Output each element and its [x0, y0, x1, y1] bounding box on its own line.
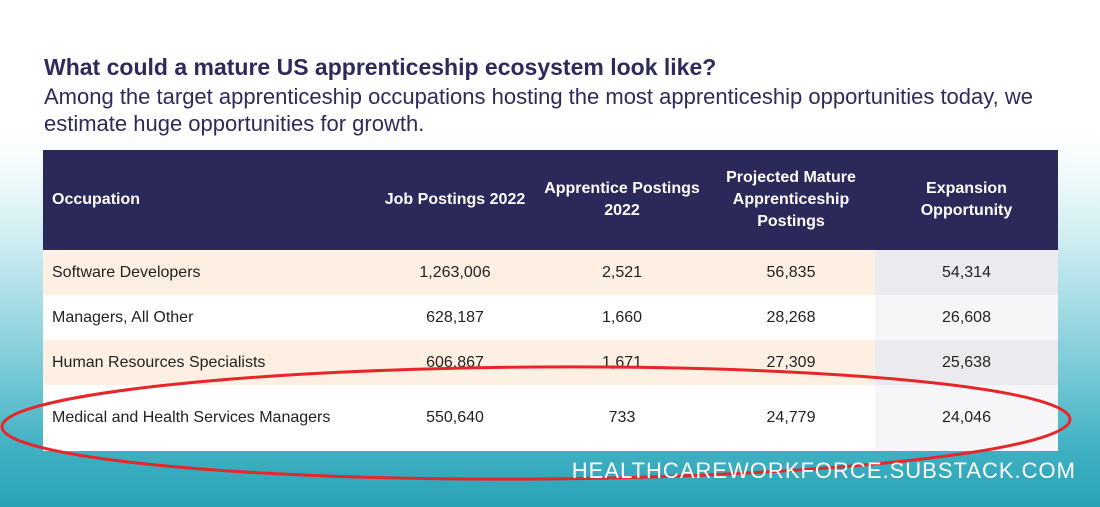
- cell-occupation: Human Resources Specialists: [43, 340, 373, 385]
- cell-expansion: 24,046: [875, 385, 1058, 451]
- cell-occupation: Software Developers: [43, 250, 373, 295]
- table-row: Human Resources Specialists 606,867 1,67…: [43, 340, 1058, 385]
- table-row: Managers, All Other 628,187 1,660 28,268…: [43, 295, 1058, 340]
- cell-occupation: Medical and Health Services Managers: [43, 385, 373, 451]
- cell-job-postings: 606,867: [373, 340, 537, 385]
- page-title: What could a mature US apprenticeship ec…: [44, 54, 717, 80]
- cell-apprentice-postings: 1,671: [537, 340, 707, 385]
- cell-job-postings: 550,640: [373, 385, 537, 451]
- column-header-expansion: Expansion Opportunity: [875, 150, 1058, 250]
- cell-job-postings: 1,263,006: [373, 250, 537, 295]
- infographic-card: What could a mature US apprenticeship ec…: [43, 54, 1058, 451]
- cell-projected: 56,835: [707, 250, 875, 295]
- cell-job-postings: 628,187: [373, 295, 537, 340]
- column-header-apprentice-postings: Apprentice Postings 2022: [537, 150, 707, 250]
- column-header-job-postings: Job Postings 2022: [373, 150, 537, 250]
- cell-expansion: 25,638: [875, 340, 1058, 385]
- occupation-table: Occupation Job Postings 2022 Apprentice …: [43, 150, 1058, 451]
- table-header: Occupation Job Postings 2022 Apprentice …: [43, 150, 1058, 250]
- watermark-text: HEALTHCAREWORKFORCE.SUBSTACK.COM: [571, 458, 1076, 483]
- cell-projected: 28,268: [707, 295, 875, 340]
- cell-apprentice-postings: 1,660: [537, 295, 707, 340]
- cell-expansion: 54,314: [875, 250, 1058, 295]
- cell-projected: 27,309: [707, 340, 875, 385]
- cell-projected: 24,779: [707, 385, 875, 451]
- cell-occupation: Managers, All Other: [43, 295, 373, 340]
- table-row-highlighted: Medical and Health Services Managers 550…: [43, 385, 1058, 451]
- cell-apprentice-postings: 2,521: [537, 250, 707, 295]
- cell-expansion: 26,608: [875, 295, 1058, 340]
- page-subtitle: Among the target apprenticeship occupati…: [44, 84, 1033, 136]
- table-row: Software Developers 1,263,006 2,521 56,8…: [43, 250, 1058, 295]
- column-header-occupation: Occupation: [43, 150, 373, 250]
- cell-apprentice-postings: 733: [537, 385, 707, 451]
- column-header-projected: Projected Mature Apprenticeship Postings: [707, 150, 875, 250]
